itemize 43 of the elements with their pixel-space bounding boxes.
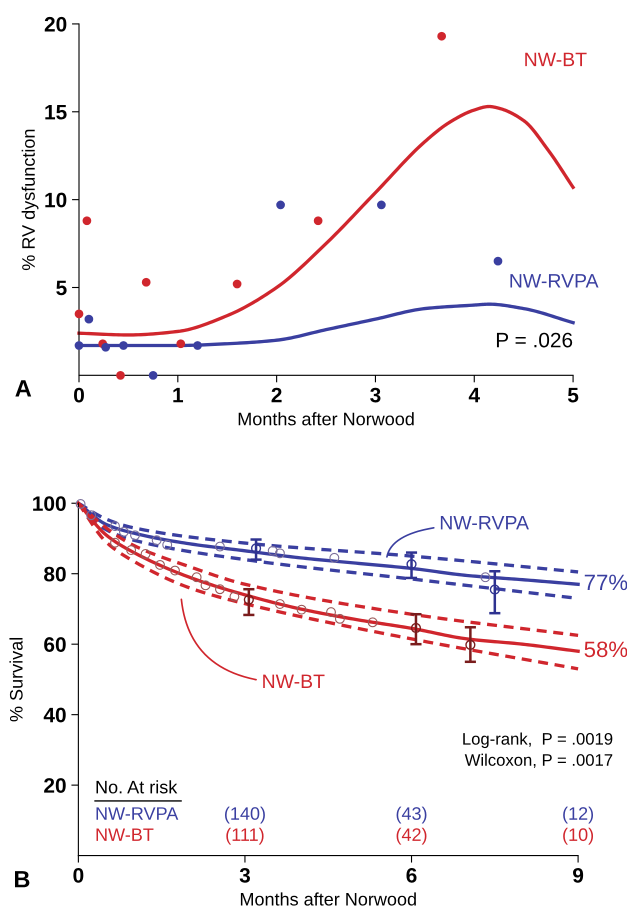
annotation: 58% xyxy=(584,641,627,658)
y-tick-label: 80 xyxy=(44,566,66,582)
x-tick-label: 0 xyxy=(73,868,84,883)
text: NW-BT xyxy=(263,674,325,688)
annotation: (10) xyxy=(563,828,594,845)
annotation: (42) xyxy=(396,828,426,845)
y-tick-label: 10 xyxy=(45,192,66,208)
y-axis-title: % RV dysfunction xyxy=(22,130,38,270)
annotation: (43) xyxy=(396,806,426,824)
x-tick-label: 5 xyxy=(568,388,578,402)
annotation: 77% xyxy=(584,574,627,590)
x-tick-label: 4 xyxy=(468,388,480,402)
text: NW-RVPA xyxy=(440,516,529,530)
y-tick-label: 20 xyxy=(44,16,66,32)
y-tick-label: 40 xyxy=(44,708,66,722)
text: A xyxy=(15,380,32,396)
annotation: Wilcoxon, P = .0017 xyxy=(464,754,612,768)
x-axis-title: Months after Norwood xyxy=(238,412,414,426)
annotation: No. At risk xyxy=(96,780,178,794)
annotation: NW-RVPA xyxy=(96,807,178,820)
x-tick-label: 6 xyxy=(406,868,417,883)
y-axis-title: % Survival xyxy=(9,638,23,722)
x-axis-title: Months after Norwood xyxy=(240,892,416,906)
y-tick-label: 100 xyxy=(33,496,66,511)
x-tick-label: 1 xyxy=(173,388,184,402)
x-tick-label: 9 xyxy=(573,868,584,883)
series-label: NW-RVPA xyxy=(510,274,599,288)
x-tick-label: 3 xyxy=(370,388,380,402)
annotation: (111) xyxy=(226,828,264,845)
x-tick-label: 2 xyxy=(272,388,282,402)
y-tick-label: 5 xyxy=(56,280,67,296)
x-tick-label: 3 xyxy=(240,868,250,883)
text: NW-BT xyxy=(525,52,587,66)
annotation: NW-BT xyxy=(96,828,154,841)
y-tick-label: 20 xyxy=(44,778,66,793)
annotation: (140) xyxy=(224,806,265,824)
y-tick-label: 15 xyxy=(45,104,67,120)
annotation: P = .026 xyxy=(496,332,572,348)
annotation: (12) xyxy=(563,806,594,824)
y-tick-label: 60 xyxy=(44,637,66,652)
x-tick-label: 0 xyxy=(74,388,84,402)
text: B xyxy=(14,871,30,888)
annotation: Log-rank, P = .0019 xyxy=(463,732,612,748)
